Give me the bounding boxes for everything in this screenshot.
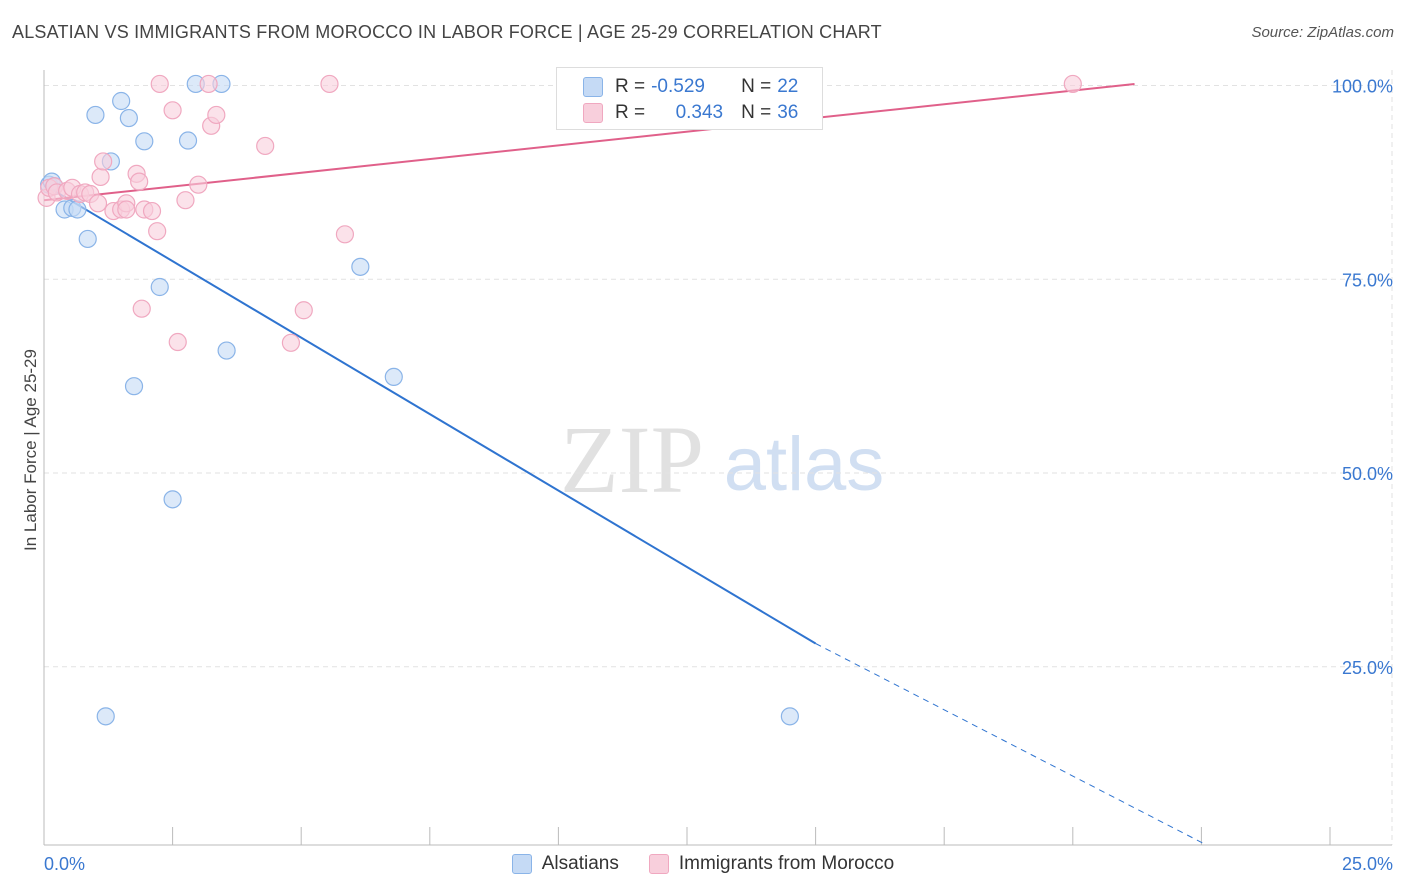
axes bbox=[43, 70, 1392, 846]
gridlines bbox=[44, 70, 1393, 845]
alsatians-point bbox=[178, 131, 198, 150]
morocco-swatch bbox=[583, 103, 603, 123]
alsatians-point bbox=[384, 367, 403, 386]
morocco-trend-line bbox=[43, 82, 1135, 202]
morocco-point bbox=[94, 152, 113, 171]
morocco-point bbox=[132, 299, 151, 318]
alsatians-legend-swatch bbox=[511, 854, 532, 874]
morocco-point bbox=[1063, 74, 1082, 94]
alsatians-point bbox=[112, 91, 131, 111]
legend-row-alsatians: R = -0.529 N = 22 bbox=[583, 75, 798, 99]
watermark-zip: ZIP bbox=[560, 406, 704, 513]
morocco-point bbox=[281, 333, 301, 352]
legend-n-label: N = bbox=[741, 76, 772, 97]
stats-legend: R = -0.529 N = 22 R = 0.343 N = 36 bbox=[556, 67, 823, 130]
morocco-point bbox=[88, 194, 108, 213]
morocco-point bbox=[207, 105, 226, 125]
morocco-point bbox=[335, 225, 355, 244]
morocco-point bbox=[130, 172, 149, 191]
y-tick-label: 25.0% bbox=[1342, 658, 1393, 678]
morocco-legend-swatch bbox=[648, 854, 669, 874]
alsatians-trend-extension bbox=[815, 643, 1207, 846]
morocco-point bbox=[117, 200, 136, 219]
legend-item-label: Alsatians bbox=[541, 853, 619, 874]
morocco-point bbox=[148, 222, 167, 241]
alsatians-point bbox=[78, 229, 97, 249]
alsatians-point bbox=[86, 105, 105, 125]
y-tick-label: 50.0% bbox=[1342, 464, 1393, 484]
morocco-point bbox=[294, 301, 313, 320]
legend-r-value: -0.529 bbox=[651, 76, 705, 97]
morocco-point bbox=[163, 101, 182, 120]
trend-lines bbox=[43, 82, 1207, 846]
y-tick-label: 100.0% bbox=[1332, 77, 1393, 97]
legend-r-label: R = bbox=[615, 76, 646, 97]
legend-n-value: 36 bbox=[777, 102, 799, 123]
alsatians-point bbox=[163, 490, 182, 509]
source-label: Source: ZipAtlas.com bbox=[1251, 24, 1394, 41]
legend-r-label: R = bbox=[615, 102, 646, 123]
morocco-point bbox=[168, 332, 187, 352]
legend-n-value: 22 bbox=[777, 76, 799, 97]
legend-row-morocco: R = 0.343 N = 36 bbox=[583, 101, 798, 125]
morocco-point bbox=[150, 74, 169, 94]
alsatians-point bbox=[124, 377, 144, 396]
alsatians-point bbox=[351, 257, 370, 276]
alsatians-point bbox=[68, 200, 87, 219]
alsatians-swatch bbox=[583, 77, 603, 97]
legend-item-morocco[interactable]: Immigrants from Morocco bbox=[648, 853, 895, 875]
y-tick-label: 75.0% bbox=[1342, 270, 1393, 290]
alsatians-point bbox=[780, 707, 799, 726]
data-points bbox=[37, 74, 1082, 726]
legend-n-label: N = bbox=[741, 102, 772, 123]
alsatians-point bbox=[217, 341, 236, 360]
morocco-point bbox=[91, 167, 110, 187]
alsatians-point bbox=[119, 108, 138, 128]
legend-r-value: 0.343 bbox=[675, 102, 724, 123]
alsatians-point bbox=[135, 132, 154, 151]
morocco-point bbox=[320, 74, 339, 94]
chart-title: ALSATIAN VS IMMIGRANTS FROM MOROCCO IN L… bbox=[12, 22, 882, 42]
x-tick-label: 25.0% bbox=[1342, 854, 1393, 874]
tick-labels: 25.0% 50.0% 75.0% 100.0% 0.0% 25.0% bbox=[44, 77, 1393, 875]
morocco-point bbox=[142, 201, 162, 221]
morocco-point bbox=[176, 191, 195, 210]
watermark-atlas: atlas bbox=[724, 422, 885, 507]
alsatians-point bbox=[96, 707, 115, 726]
y-axis-label: In Labor Force | Age 25-29 bbox=[21, 349, 40, 551]
alsatians-trend-line bbox=[43, 183, 817, 645]
series-legend: Alsatians Immigrants from Morocco bbox=[0, 851, 1406, 877]
morocco-point bbox=[199, 74, 218, 94]
morocco-point bbox=[189, 175, 208, 194]
alsatians-point bbox=[150, 277, 169, 297]
x-tick-label: 0.0% bbox=[44, 854, 85, 874]
y-axis-label-wrap: In Labor Force | Age 25-29 bbox=[16, 300, 46, 600]
morocco-point bbox=[256, 136, 275, 156]
legend-item-alsatians[interactable]: Alsatians bbox=[511, 853, 619, 875]
legend-item-label: Immigrants from Morocco bbox=[678, 853, 895, 874]
